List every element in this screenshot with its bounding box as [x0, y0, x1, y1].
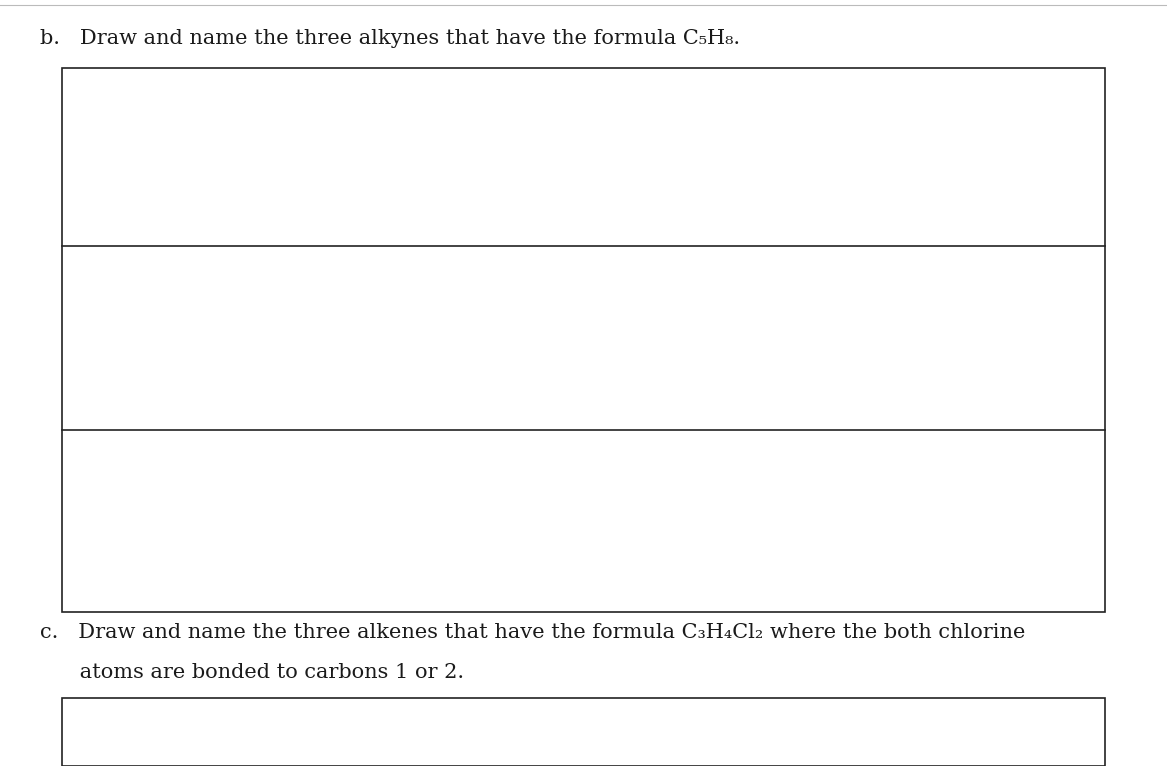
Text: b.   Draw and name the three alkynes that have the formula C₅H₈.: b. Draw and name the three alkynes that … [40, 29, 740, 48]
Text: atoms are bonded to carbons 1 or 2.: atoms are bonded to carbons 1 or 2. [40, 663, 464, 682]
Bar [62, 698, 1105, 766]
Text: c.   Draw and name the three alkenes that have the formula C₃H₄Cl₂ where the bot: c. Draw and name the three alkenes that … [40, 623, 1026, 642]
Bar [62, 68, 1105, 612]
